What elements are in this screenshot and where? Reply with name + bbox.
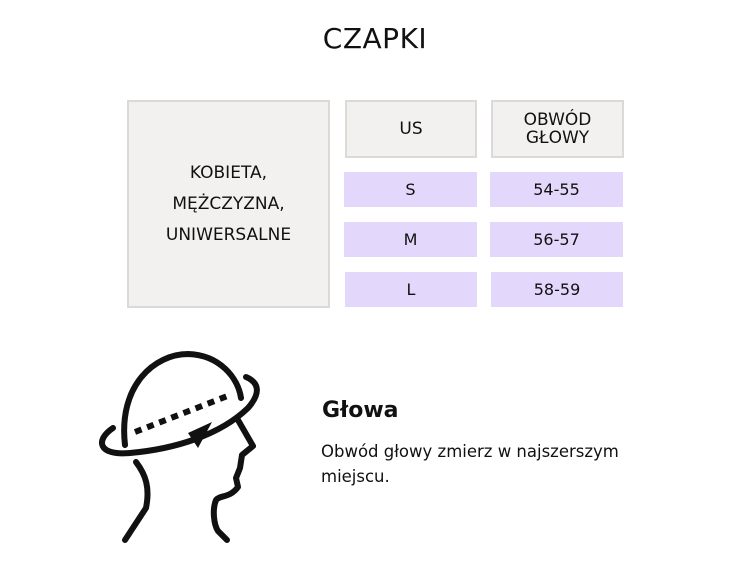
- header-us: US: [345, 100, 477, 158]
- row-l-head: 58-59: [491, 272, 623, 307]
- head-measurement-icon: [99, 351, 260, 543]
- measure-heading: Głowa: [322, 398, 399, 423]
- row-s-head: 54-55: [490, 172, 623, 207]
- row-s-us: S: [344, 172, 477, 207]
- row-l-us: L: [345, 272, 477, 307]
- row-m-us: M: [344, 222, 477, 257]
- arrow-head-icon: [188, 422, 212, 448]
- page-title: CZAPKI: [322, 22, 428, 55]
- measure-description: Obwód głowy zmierz w najszerszym miejscu…: [321, 442, 619, 486]
- category-cell: KOBIETA, MĘŻCZYZNA, UNIWERSALNE: [127, 100, 330, 308]
- row-m-head: 56-57: [490, 222, 623, 257]
- header-head-circumference: OBWÓD GŁOWY: [491, 100, 624, 158]
